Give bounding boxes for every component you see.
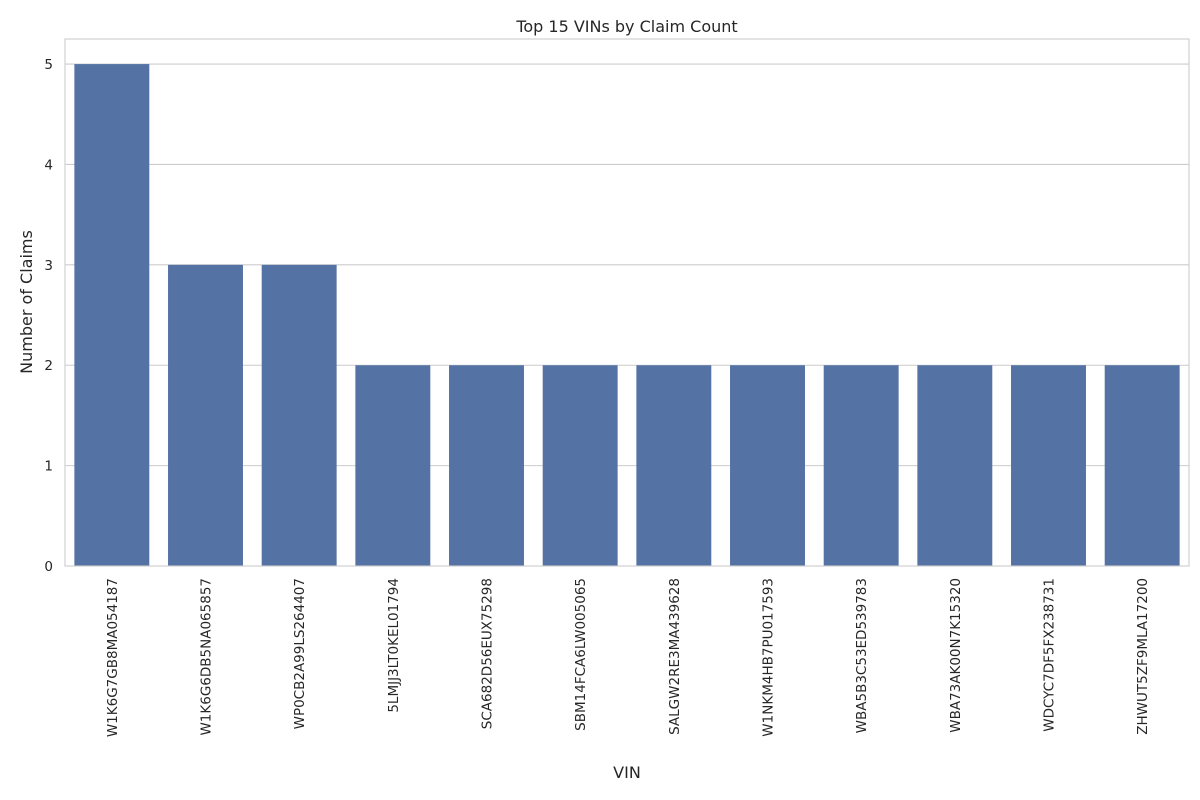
x-tick-label: WBA73AK00N7K15320 [948, 578, 964, 733]
bar-SALGW2RE3MA439628 [636, 365, 712, 566]
y-tick-labels: 0 1 2 3 4 5 [44, 57, 53, 575]
x-tick-label: SALGW2RE3MA439628 [667, 578, 683, 735]
bar-SCA682D56EUX75298 [449, 365, 524, 566]
y-tick-label: 0 [44, 559, 53, 575]
x-tick-label: ZHWUT5ZF9MLA17200 [1135, 578, 1151, 735]
y-tick-label: 1 [44, 459, 53, 475]
x-tick-label: WBA5B3C53ED539783 [854, 578, 870, 733]
bar-ZHWUT5ZF9MLA17200 [1104, 365, 1180, 566]
bar-WBA5B3C53ED539783 [823, 365, 899, 566]
y-tick-label: 3 [44, 258, 53, 274]
bar-5LMJJ3LT0KEL01794 [355, 365, 431, 566]
y-axis-label: Number of Claims [17, 230, 36, 374]
x-tick-label: WP0CB2A99LS264407 [292, 578, 308, 729]
x-tick-label: W1K6G6DB5NA065857 [199, 578, 215, 736]
x-tick-labels: W1K6G7GB8MA054187 W1K6G6DB5NA065857 WP0CB2… [105, 578, 1151, 737]
x-tick-label: 5LMJJ3LT0KEL01794 [386, 578, 402, 713]
bar-W1K6G6DB5NA065857 [168, 264, 243, 566]
bar-W1NKM4HB7PU017593 [730, 365, 805, 566]
bars [74, 64, 1180, 566]
x-tick-label: SCA682D56EUX75298 [480, 578, 496, 729]
x-tick-label: SBM14FCA6LW005065 [573, 578, 589, 731]
chart-title: Top 15 VINs by Claim Count [515, 17, 737, 36]
x-tick-label: W1NKM4HB7PU017593 [761, 578, 777, 737]
y-tick-label: 4 [44, 157, 53, 173]
bar-SBM14FCA6LW005065 [542, 365, 618, 566]
bar-WDCYC7DF5FX238731 [1011, 365, 1086, 566]
y-tick-label: 2 [44, 358, 53, 374]
x-tick-label: WDCYC7DF5FX238731 [1042, 578, 1058, 732]
x-tick-label: W1K6G7GB8MA054187 [105, 578, 121, 737]
bar-W1K6G7GB8MA054187 [74, 64, 150, 566]
bar-WBA73AK00N7K15320 [917, 365, 993, 566]
plot-frame [64, 38, 1190, 567]
x-axis-label: VIN [613, 763, 641, 782]
y-tick-label: 5 [44, 57, 53, 73]
bar-WP0CB2A99LS264407 [261, 264, 337, 566]
